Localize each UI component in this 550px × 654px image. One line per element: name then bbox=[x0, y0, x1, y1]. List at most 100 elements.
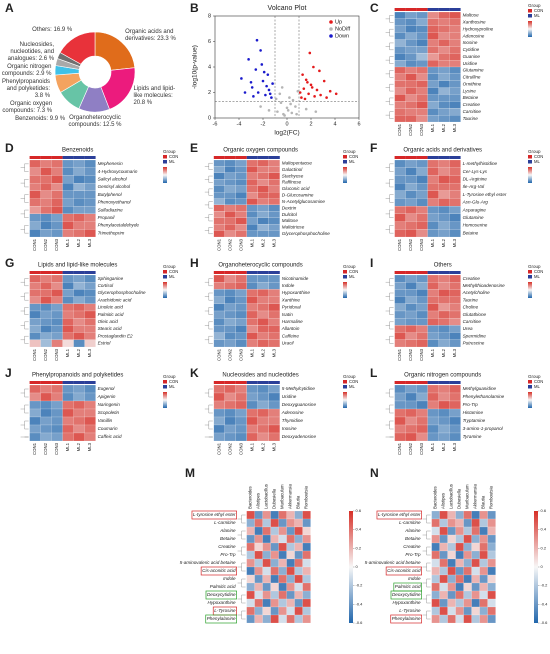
heatmap-cell bbox=[449, 115, 461, 123]
pie-label: Organic oxygen compounds: 7.3 % bbox=[1, 101, 52, 115]
group-bar bbox=[405, 271, 417, 274]
dendrogram bbox=[385, 15, 394, 23]
heatmap-cell bbox=[286, 510, 295, 520]
data-point bbox=[302, 87, 306, 90]
heatmap-cell bbox=[40, 424, 52, 434]
legend-title: Group bbox=[343, 149, 356, 154]
heatmap-cell bbox=[246, 408, 258, 418]
data-point bbox=[315, 88, 319, 92]
heatmap-cell bbox=[294, 614, 303, 624]
heatmap-cell bbox=[268, 310, 280, 319]
heatmap-cell bbox=[224, 339, 236, 348]
heatmap-cell bbox=[438, 332, 450, 340]
row-label: Alanine bbox=[404, 528, 421, 533]
heatmap-cell bbox=[439, 518, 448, 528]
heatmap-cell bbox=[394, 400, 406, 410]
heatmap-cell bbox=[302, 566, 311, 576]
group-bar bbox=[246, 381, 258, 384]
heatmap-cell bbox=[51, 332, 63, 340]
heatmap-cell bbox=[463, 590, 472, 600]
row-label: Creatine bbox=[463, 102, 481, 107]
heatmap-cell bbox=[487, 534, 496, 544]
heatmap-cell bbox=[29, 384, 41, 394]
heatmap-cell bbox=[224, 296, 236, 304]
heatmap-cell bbox=[405, 392, 417, 402]
heatmap-cell bbox=[29, 332, 41, 340]
row-label: Propanil bbox=[98, 215, 116, 220]
data-point bbox=[312, 65, 315, 69]
heatmap-cell bbox=[455, 510, 464, 520]
heatmap-cell bbox=[51, 159, 63, 168]
column-label: CON3 bbox=[54, 442, 59, 455]
group-bar bbox=[84, 271, 96, 274]
heatmap-cell bbox=[427, 392, 439, 402]
heatmap-cell bbox=[394, 11, 406, 19]
heatmap-cell bbox=[224, 384, 236, 394]
heatmap-cell bbox=[416, 213, 428, 222]
heatmap-cell bbox=[394, 94, 406, 102]
column-label: ML3 bbox=[452, 348, 457, 357]
heatmap-cell bbox=[449, 332, 461, 340]
heatmap-cell bbox=[40, 282, 52, 290]
pie-label-name: Organic nitrogen compounds: bbox=[1, 63, 52, 77]
heatmap-cell bbox=[405, 167, 417, 176]
heatmap-cell bbox=[439, 526, 448, 536]
heatmap-cell bbox=[278, 566, 287, 576]
row-label: Vanillin bbox=[98, 418, 113, 423]
heatmap-cell bbox=[416, 66, 428, 74]
data-point bbox=[243, 91, 247, 94]
x-tick-label: -4 bbox=[237, 121, 242, 127]
group-bar bbox=[257, 156, 269, 159]
legend-swatch bbox=[528, 380, 532, 384]
data-point bbox=[318, 69, 321, 73]
heatmap-cell bbox=[235, 217, 247, 225]
heatmap-cell bbox=[447, 542, 456, 552]
data-point bbox=[252, 95, 255, 98]
legend-label: ML bbox=[534, 274, 540, 279]
column-label: CON2 bbox=[408, 238, 413, 251]
chart-title: Organic oxygen compounds bbox=[223, 148, 298, 154]
heatmap-cell bbox=[73, 221, 85, 230]
legend-swatch bbox=[528, 155, 532, 159]
heatmap-cell bbox=[246, 296, 258, 304]
heatmap-cell bbox=[416, 190, 428, 199]
column-label: CON1 bbox=[32, 348, 37, 361]
row-label: Uridine bbox=[463, 61, 478, 66]
heatmap-cell bbox=[294, 598, 303, 608]
heatmap-cell bbox=[270, 614, 279, 624]
row-label: Carnitine bbox=[463, 109, 482, 114]
data-point bbox=[278, 92, 282, 96]
heatmap-cell bbox=[405, 221, 417, 230]
heatmap-cell bbox=[84, 229, 96, 238]
heatmap-cell bbox=[455, 550, 464, 560]
heatmap-cell bbox=[84, 432, 96, 442]
dendrogram bbox=[237, 610, 246, 620]
pie-label-value: 16.9 % bbox=[53, 27, 73, 34]
heatmap-cell bbox=[487, 510, 496, 520]
data-point bbox=[285, 106, 289, 110]
heatmap-cell bbox=[394, 229, 406, 238]
heatmap-cell bbox=[449, 213, 461, 222]
dendrogram bbox=[204, 201, 213, 209]
heatmap-cell bbox=[455, 558, 464, 568]
heatmap-cell bbox=[455, 574, 464, 584]
heatmap-cell bbox=[449, 66, 461, 74]
heatmap-cell bbox=[51, 282, 63, 290]
data-point bbox=[283, 114, 286, 117]
row-label: Maltotriose bbox=[282, 225, 305, 230]
dendrogram bbox=[20, 404, 29, 414]
heatmap-cell bbox=[246, 282, 258, 290]
pie-label-value: 7.3 % bbox=[36, 107, 53, 114]
row-label: Cytidine bbox=[463, 47, 480, 52]
row-highlight bbox=[205, 614, 237, 624]
heatmap-cell bbox=[73, 229, 85, 238]
heatmap-cell bbox=[438, 115, 450, 123]
heatmap-cell bbox=[224, 172, 236, 180]
row-label: Pro-Trp bbox=[463, 402, 479, 407]
legend-label: CON bbox=[534, 379, 543, 384]
column-label: ML3 bbox=[271, 348, 276, 357]
column-label: ML1 bbox=[430, 442, 435, 451]
group-bar bbox=[405, 156, 417, 159]
row-label: Apigenin bbox=[97, 394, 116, 399]
heatmap-cell bbox=[471, 590, 480, 600]
